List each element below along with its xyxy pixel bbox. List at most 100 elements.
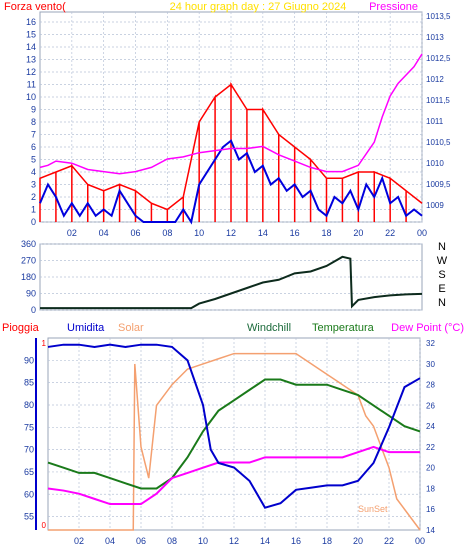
plot3-series-temperature [47,378,421,490]
plot1-x-tick: 00 [417,228,427,238]
plot1-right-label: Pressione [369,1,418,13]
plot2-compass-label: W [437,255,448,267]
plot1-left-tick: 3 [31,180,36,190]
plot3-label-windchill: Windchill [247,322,291,334]
plot1-x-tick: 12 [226,228,236,238]
plot3-x-tick: 10 [198,536,208,546]
plot1-x-tick: 18 [321,228,331,238]
plot1-title: 24 hour graph day : 27 Giugno 2024 [170,1,347,13]
plot3-left-tick: 55 [24,512,34,522]
plot3-label-pioggia: Pioggia [2,322,40,334]
plot1-x-tick: 22 [385,228,395,238]
plot1-right-tick: 1013,5 [426,12,451,21]
plot1-left-tick: 13 [26,55,36,65]
plot1-right-tick: 1012,5 [426,54,451,63]
plot3-label-umidita: Umidita [67,322,105,334]
plot3-series-solar [48,352,421,531]
plot3-series-humidity [47,343,421,509]
plot2-compass-label: N [438,297,446,309]
plot1-right-tick: 1010 [426,159,444,168]
plot2-series-direction [40,255,423,310]
plot2-compass-label: E [438,283,445,295]
plot1-left-tick: 8 [31,117,36,127]
plot2-left-tick: 90 [26,289,36,299]
plot1-right-tick: 1012 [426,75,444,84]
plot2-compass-label: N [438,241,446,253]
plot1-left-tick: 16 [26,17,36,27]
plot3-x-tick: 14 [260,536,270,546]
plot1-x-tick: 10 [194,228,204,238]
plot3-x-tick: 22 [384,536,394,546]
plot3-left-tick: 65 [24,467,34,477]
plot1-x-tick: 16 [290,228,300,238]
plot2-left-tick: 0 [31,305,36,315]
plot1-right-tick: 1009,5 [426,180,451,189]
plot3-right-tick: 32 [426,339,435,348]
plot3-x-tick: 00 [415,536,425,546]
plot3-x-tick: 18 [322,536,332,546]
plot3-x-tick: 16 [291,536,301,546]
plot1-left-tick: 14 [26,42,36,52]
plot1-left-tick: 6 [31,142,36,152]
plot3-right-tick: 26 [426,401,435,410]
plot1-x-tick: 08 [162,228,172,238]
plot3-label-sunset: SunSet [358,504,388,514]
plot1-left-tick: 12 [26,67,36,77]
plot3-left-tick: 85 [24,378,34,388]
plot3-right-tick: 30 [426,360,435,369]
plot1-right-tick: 1010,5 [426,138,451,147]
plot1-x-tick: 14 [258,228,268,238]
plot1-left-label: Forza vento( [4,1,66,13]
plot3-left-tick: 70 [24,445,34,455]
plot1-series-gust [39,81,423,222]
plot1-x-tick: 02 [67,228,77,238]
plot2-left-tick: 360 [21,239,36,249]
plot1-left-tick: 15 [26,30,36,40]
plot3-left-tick: 75 [24,422,34,432]
plot3-right-tick: 28 [426,381,435,390]
plot3-series-dewpoint [47,445,420,506]
plot1-left-tick: 2 [31,192,36,202]
plot1-right-tick: 1011 [426,117,444,126]
plot3-left-tick: 60 [24,489,34,499]
plot1-x-tick: 06 [130,228,140,238]
plot3-right-tick: 20 [426,464,435,473]
plot2-compass-label: S [438,269,445,281]
plot1-x-tick: 20 [353,228,363,238]
plot3-label-solar: Solar [118,322,144,334]
plot1-x-tick: 04 [99,228,109,238]
plot1-right-tick: 1011,5 [426,96,450,105]
plot1-series-wind [39,139,423,225]
plot1-left-tick: 4 [31,167,36,177]
plot1-left-tick: 0 [31,217,36,227]
plot1-left-tick: 11 [27,80,36,90]
plot3-x-tick: 02 [74,536,84,546]
plot3-x-tick: 12 [229,536,239,546]
plot3-left-tick: 80 [24,400,34,410]
plot1-left-tick: 10 [26,92,36,102]
plot3-x-tick: 04 [105,536,115,546]
plot3-rain-tick: 0 [42,521,47,530]
plot3-right-tick: 18 [426,484,435,493]
plot1-left-tick: 5 [31,155,36,165]
plot1-left-tick: 7 [31,130,36,140]
plot1-right-tick: 1009 [426,201,444,210]
plot1-left-tick: 1 [31,205,36,215]
plot3-left-tick: 90 [24,355,34,365]
plot3-x-tick: 20 [353,536,363,546]
plot3-x-tick: 06 [136,536,146,546]
plot1-series-pressure [39,53,423,175]
plot3-right-tick: 24 [426,422,435,431]
plot3-right-tick: 22 [426,443,435,452]
plot3-label-dewpoint: Dew Point (°C) [391,322,464,334]
plot3-right-tick: 14 [426,526,435,535]
plot3-x-tick: 08 [167,536,177,546]
plot3-rain-tick: 1 [42,339,47,348]
plot1-left-tick: 9 [31,105,36,115]
plot2-left-tick: 270 [21,256,36,266]
plot1-right-tick: 1013 [426,33,444,42]
plot3-label-temperatura: Temperatura [312,322,375,334]
plot2-left-tick: 180 [21,272,36,282]
